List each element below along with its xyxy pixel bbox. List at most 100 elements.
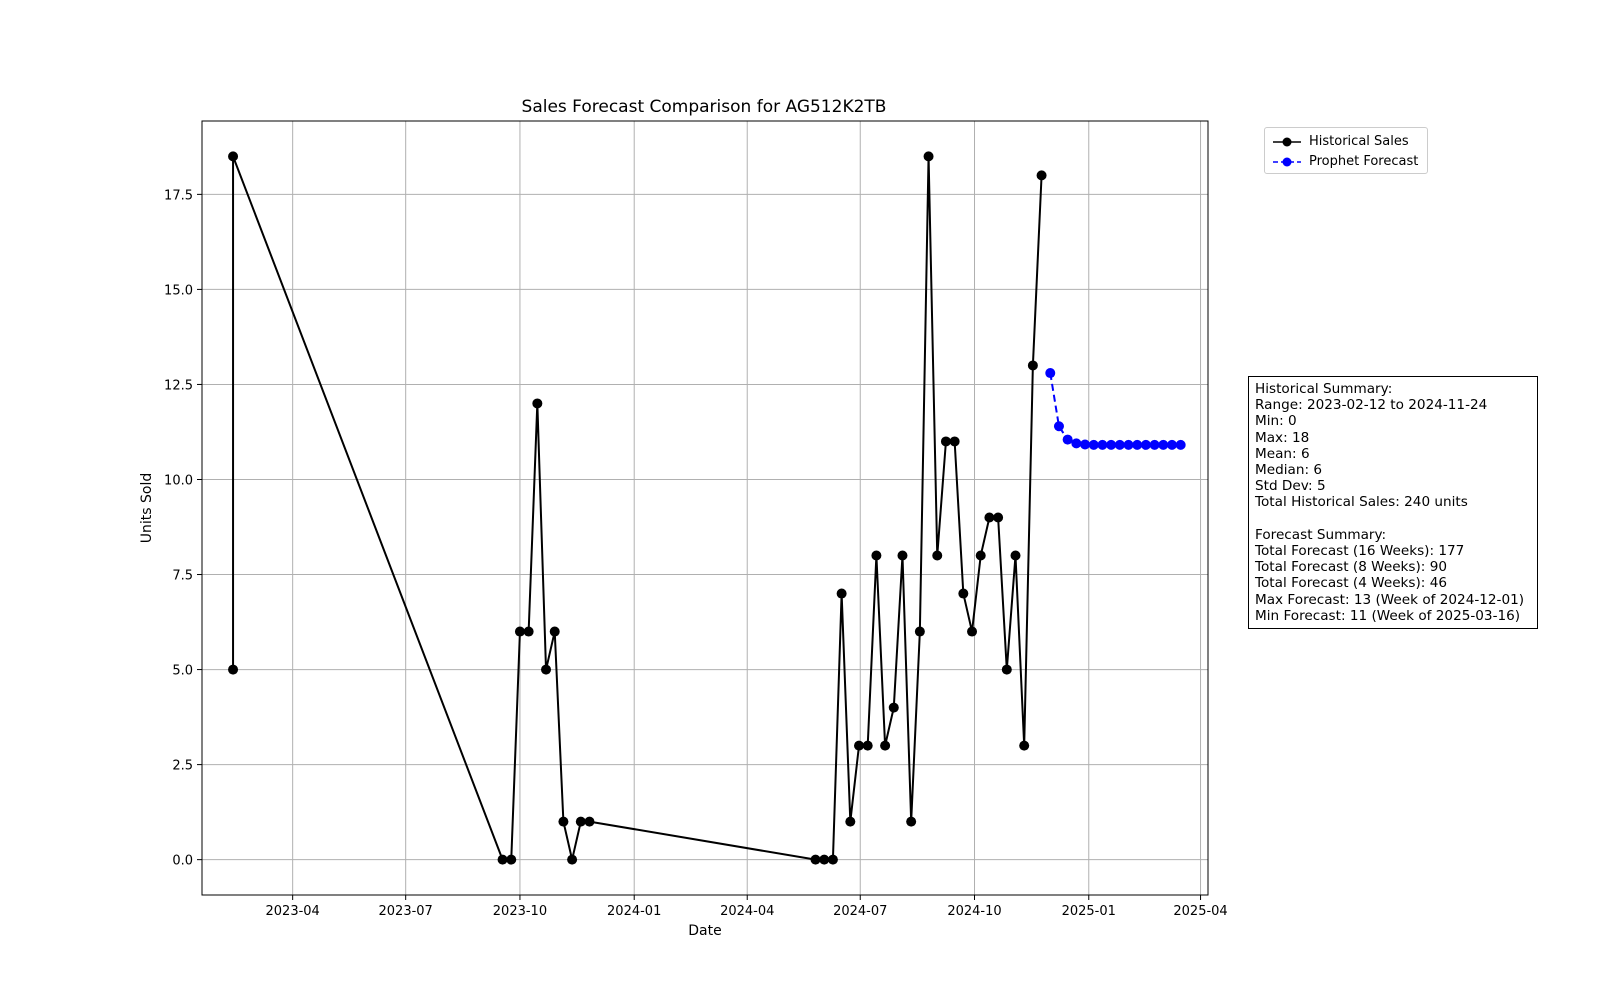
data-point-historical-sales: [958, 588, 969, 599]
y-axis-label: Units Sold: [139, 473, 155, 543]
x-axis-label: Date: [688, 923, 721, 939]
y-tick-label: 15.0: [164, 283, 193, 298]
data-point-historical-sales: [993, 512, 1004, 523]
data-point-historical-sales: [567, 854, 578, 865]
data-point-historical-sales: [541, 664, 552, 675]
summary-line: Forecast Summary:: [1255, 526, 1387, 543]
summary-line: [1255, 511, 1537, 527]
data-point-historical-sales: [906, 816, 917, 827]
data-point-historical-sales: [975, 550, 986, 561]
y-tick-label: 10.0: [164, 473, 193, 488]
summary-line: Total Forecast (16 Weeks): 177: [1255, 543, 1465, 560]
x-tick-label: 2023-10: [493, 904, 547, 919]
summary-line: Median: 6: [1255, 462, 1322, 479]
data-point-prophet-forecast: [1114, 439, 1125, 450]
x-tick-label: 2024-07: [833, 904, 887, 919]
summary-line: Mean: 6: [1255, 445, 1310, 462]
data-point-historical-sales: [897, 550, 908, 561]
y-tick-label: 7.5: [172, 569, 193, 584]
data-point-historical-sales: [514, 626, 525, 637]
data-point-historical-sales: [810, 854, 821, 865]
data-point-historical-sales: [940, 436, 951, 447]
data-point-prophet-forecast: [1158, 439, 1169, 450]
data-point-historical-sales: [862, 740, 873, 751]
data-point-historical-sales: [949, 436, 960, 447]
data-point-historical-sales: [836, 588, 847, 599]
data-point-historical-sales: [506, 854, 517, 865]
data-point-historical-sales: [1027, 360, 1038, 371]
data-point-prophet-forecast: [1088, 439, 1099, 450]
data-point-historical-sales: [1001, 664, 1012, 675]
data-point-historical-sales: [228, 151, 239, 162]
legend-label-historical: Historical Sales: [1309, 134, 1409, 149]
summary-line: Total Historical Sales: 240 units: [1255, 494, 1468, 511]
data-point-historical-sales: [584, 816, 595, 827]
y-tick-label: 12.5: [164, 378, 193, 393]
data-point-prophet-forecast: [1140, 439, 1151, 450]
data-point-historical-sales: [575, 816, 586, 827]
data-point-prophet-forecast: [1062, 434, 1073, 445]
chart-title: Sales Forecast Comparison for AG512K2TB: [522, 97, 887, 117]
data-point-historical-sales: [854, 740, 865, 751]
data-point-historical-sales: [932, 550, 943, 561]
x-tick-label: 2024-01: [607, 904, 661, 919]
data-point-historical-sales: [845, 816, 856, 827]
summary-line: Total Forecast (4 Weeks): 46: [1255, 575, 1448, 592]
summary-box: Historical Summary: Range: 2023-02-12 to…: [1248, 376, 1538, 629]
data-point-historical-sales: [888, 702, 899, 713]
summary-line: Total Forecast (8 Weeks): 90: [1255, 559, 1448, 576]
summary-line: Historical Summary:: [1255, 381, 1393, 397]
data-point-prophet-forecast: [1166, 439, 1177, 450]
series-line-historical-sales: [232, 155, 1043, 861]
data-point-historical-sales: [558, 816, 569, 827]
summary-line: Std Dev: 5: [1255, 478, 1326, 495]
data-point-historical-sales: [984, 512, 995, 523]
legend: Historical Sales Prophet Forecast: [1264, 127, 1428, 174]
data-point-prophet-forecast: [1045, 368, 1056, 379]
y-tick-label: 5.0: [172, 664, 193, 679]
legend-swatch-historical: [1273, 137, 1301, 147]
data-point-prophet-forecast: [1175, 439, 1186, 450]
data-point-historical-sales: [914, 626, 925, 637]
series-layer: [228, 151, 1186, 865]
y-tick-label: 0.0: [172, 854, 193, 869]
data-point-historical-sales: [880, 740, 891, 751]
summary-line: Max: 18: [1255, 429, 1310, 446]
data-point-historical-sales: [1036, 170, 1047, 181]
data-point-historical-sales: [523, 626, 534, 637]
data-point-historical-sales: [532, 398, 543, 409]
x-tick-label: 2023-04: [266, 904, 320, 919]
x-tick-label: 2025-01: [1062, 904, 1116, 919]
data-point-historical-sales: [497, 854, 508, 865]
data-point-prophet-forecast: [1097, 439, 1108, 450]
data-point-prophet-forecast: [1106, 439, 1117, 450]
summary-line: Max Forecast: 13 (Week of 2024-12-01): [1255, 591, 1525, 608]
data-point-prophet-forecast: [1071, 438, 1082, 449]
data-point-historical-sales: [871, 550, 882, 561]
summary-line: Range: 2023-02-12 to 2024-11-24: [1255, 397, 1488, 414]
data-point-historical-sales: [549, 626, 560, 637]
data-point-historical-sales: [1019, 740, 1030, 751]
series-line-prophet-forecast: [1049, 372, 1181, 446]
legend-label-forecast: Prophet Forecast: [1309, 154, 1419, 169]
x-tick-label: 2024-10: [947, 904, 1001, 919]
y-tick-label: 2.5: [172, 759, 193, 774]
data-point-prophet-forecast: [1149, 439, 1160, 450]
axis-ticks: 2023-04 2023-07 2023-10 2024-01 2024-04 2024-…: [164, 188, 1228, 919]
summary-line: Min Forecast: 11 (Week of 2025-03-16): [1255, 607, 1521, 624]
plot-area: [201, 120, 1209, 896]
data-point-prophet-forecast: [1053, 421, 1064, 432]
data-point-historical-sales: [827, 854, 838, 865]
data-point-prophet-forecast: [1123, 439, 1134, 450]
data-point-historical-sales: [967, 626, 978, 637]
summary-line: Min: 0: [1255, 413, 1297, 430]
data-point-historical-sales: [819, 854, 830, 865]
data-point-historical-sales: [1010, 550, 1021, 561]
legend-swatch-forecast: [1273, 157, 1301, 167]
grid-lines: [202, 121, 1208, 895]
data-point-prophet-forecast: [1132, 439, 1143, 450]
data-point-prophet-forecast: [1080, 439, 1091, 450]
x-tick-label: 2023-07: [379, 904, 433, 919]
y-tick-label: 17.5: [164, 188, 193, 203]
